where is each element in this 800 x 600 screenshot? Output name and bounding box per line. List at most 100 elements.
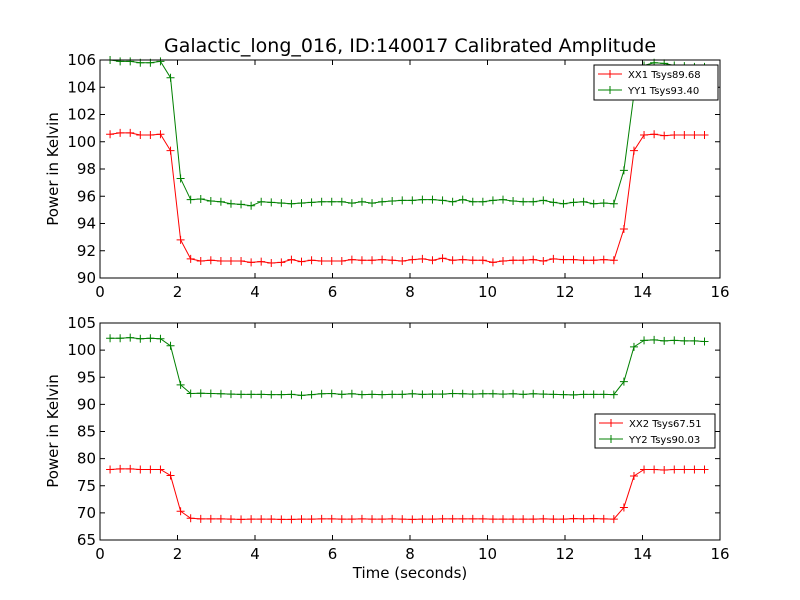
- bottom-series-0-point: [156, 465, 165, 474]
- bottom-series-1-point: [519, 390, 528, 399]
- top-series-1-point: [438, 196, 447, 205]
- top-series-1-point: [569, 198, 578, 207]
- bottom-series-1-point: [327, 389, 336, 398]
- bottom-series-0-point: [629, 471, 638, 480]
- top-series-0-point: [519, 256, 528, 265]
- bottom-series-0-point: [307, 515, 316, 524]
- top-series-1-point: [488, 196, 497, 205]
- bottom-series-1-point: [468, 390, 477, 399]
- top-legend-marker-xx1: [606, 70, 614, 78]
- top-y-tick-label: 100: [67, 133, 96, 151]
- top-series-0-point: [629, 146, 638, 155]
- bottom-series-0-point: [136, 465, 145, 474]
- bottom-series-1-point: [196, 389, 205, 398]
- top-series-0-point: [116, 128, 125, 137]
- top-series-0-point: [287, 255, 296, 264]
- bottom-x-tick-label: 14: [633, 545, 652, 563]
- bottom-series-1-point: [700, 337, 709, 346]
- bottom-series-1-point: [226, 390, 235, 399]
- top-series-1-point: [378, 197, 387, 206]
- top-series-1-point: [337, 197, 346, 206]
- top-series-0-point: [156, 130, 165, 139]
- chart-title: Galactic_long_016, ID:140017 Calibrated …: [164, 35, 656, 57]
- top-panel: 0 2 4 6 8 10 12 14 16 90 92 94 96 98 100 102 104 106 Powe…: [44, 51, 730, 301]
- bottom-series-0-point: [277, 515, 286, 524]
- bottom-series-1-point: [559, 390, 568, 399]
- top-series-1-point: [277, 199, 286, 208]
- bottom-series-1-point: [146, 334, 155, 343]
- top-series-1-point: [156, 57, 165, 66]
- top-series-1-point: [458, 195, 467, 204]
- top-x-tick-label: 2: [173, 283, 183, 301]
- bottom-series-1-point: [589, 390, 598, 399]
- top-series-1-point: [549, 198, 558, 207]
- bottom-series-0-point: [337, 515, 346, 524]
- bottom-legend-box: [594, 413, 716, 449]
- top-series-0-point: [579, 256, 588, 265]
- bottom-series-0-point: [388, 514, 397, 523]
- bottom-series-0-point: [660, 466, 669, 475]
- top-series-0-point: [619, 224, 628, 233]
- top-plot-marks: [106, 56, 709, 268]
- bottom-series-0-point: [206, 514, 215, 523]
- bottom-series-1-point: [619, 377, 628, 386]
- top-series-0-point: [257, 257, 266, 266]
- top-series-0-point: [690, 130, 699, 139]
- top-series-1-point: [257, 197, 266, 206]
- bottom-series-1-point: [670, 336, 679, 345]
- top-x-tick-label: 10: [478, 283, 497, 301]
- bottom-series-0-point: [368, 515, 377, 524]
- top-series-0-point: [196, 256, 205, 265]
- top-x-tick-label: 8: [405, 283, 415, 301]
- bottom-series-0-point: [126, 464, 135, 473]
- bottom-series-0-point: [166, 471, 175, 480]
- bottom-series-0-point: [549, 515, 558, 524]
- bottom-series-0-point: [247, 515, 256, 524]
- top-x-tick-label: 12: [555, 283, 574, 301]
- bottom-series-1-point: [116, 334, 125, 343]
- top-series-0-point: [569, 255, 578, 264]
- bottom-series-1-point: [398, 390, 407, 399]
- bottom-series-0-point: [216, 514, 225, 523]
- bottom-legend: XX2 Tsys67.51 YY2 Tsys90.03: [594, 413, 716, 449]
- bottom-series-1-point: [267, 390, 276, 399]
- bottom-y-tick-label: 85: [77, 423, 96, 441]
- bottom-x-tick-label: 0: [95, 545, 105, 563]
- bottom-series-1-point: [408, 389, 417, 398]
- top-series-0-point: [226, 256, 235, 265]
- top-series-0-point: [499, 256, 507, 265]
- top-series-1-point: [468, 197, 477, 206]
- bottom-series-0-point: [267, 515, 276, 524]
- top-x-tick-label: 14: [633, 283, 652, 301]
- top-series-0-point: [670, 130, 679, 139]
- bottom-series-1-point: [347, 389, 356, 398]
- top-series-0-point: [327, 256, 336, 265]
- bottom-x-tick-label: 10: [478, 545, 497, 563]
- top-series-1-point: [186, 195, 195, 204]
- top-series-1-point: [287, 199, 296, 208]
- bottom-series-0-point: [488, 515, 497, 524]
- top-series-0-point: [307, 256, 316, 265]
- bottom-x-tick-label: 16: [710, 545, 729, 563]
- bottom-y-tick-label: 95: [77, 368, 96, 386]
- bottom-series-1-point: [287, 390, 296, 399]
- bottom-series-0-point: [559, 515, 568, 524]
- bottom-series-1-point: [337, 390, 346, 399]
- top-series-1-point: [267, 198, 276, 207]
- bottom-series-1-point: [428, 390, 437, 399]
- top-series-0-point: [529, 255, 538, 264]
- bottom-series-1-point: [317, 389, 326, 398]
- top-series-1-point: [176, 174, 185, 183]
- bottom-series-0-point: [569, 514, 578, 523]
- top-series-0-point: [599, 255, 608, 264]
- bottom-series-1-point: [176, 380, 185, 389]
- bottom-series-1-point: [539, 390, 548, 399]
- bottom-series-1-point: [206, 389, 215, 398]
- bottom-series-0-point: [357, 514, 366, 523]
- bottom-series-0-point: [438, 514, 447, 523]
- top-series-1-point: [247, 201, 256, 210]
- top-series-0-point: [136, 130, 145, 139]
- top-series-0-point: [509, 256, 518, 265]
- bottom-series-0-point: [146, 465, 155, 474]
- top-series-1-point: [418, 195, 427, 204]
